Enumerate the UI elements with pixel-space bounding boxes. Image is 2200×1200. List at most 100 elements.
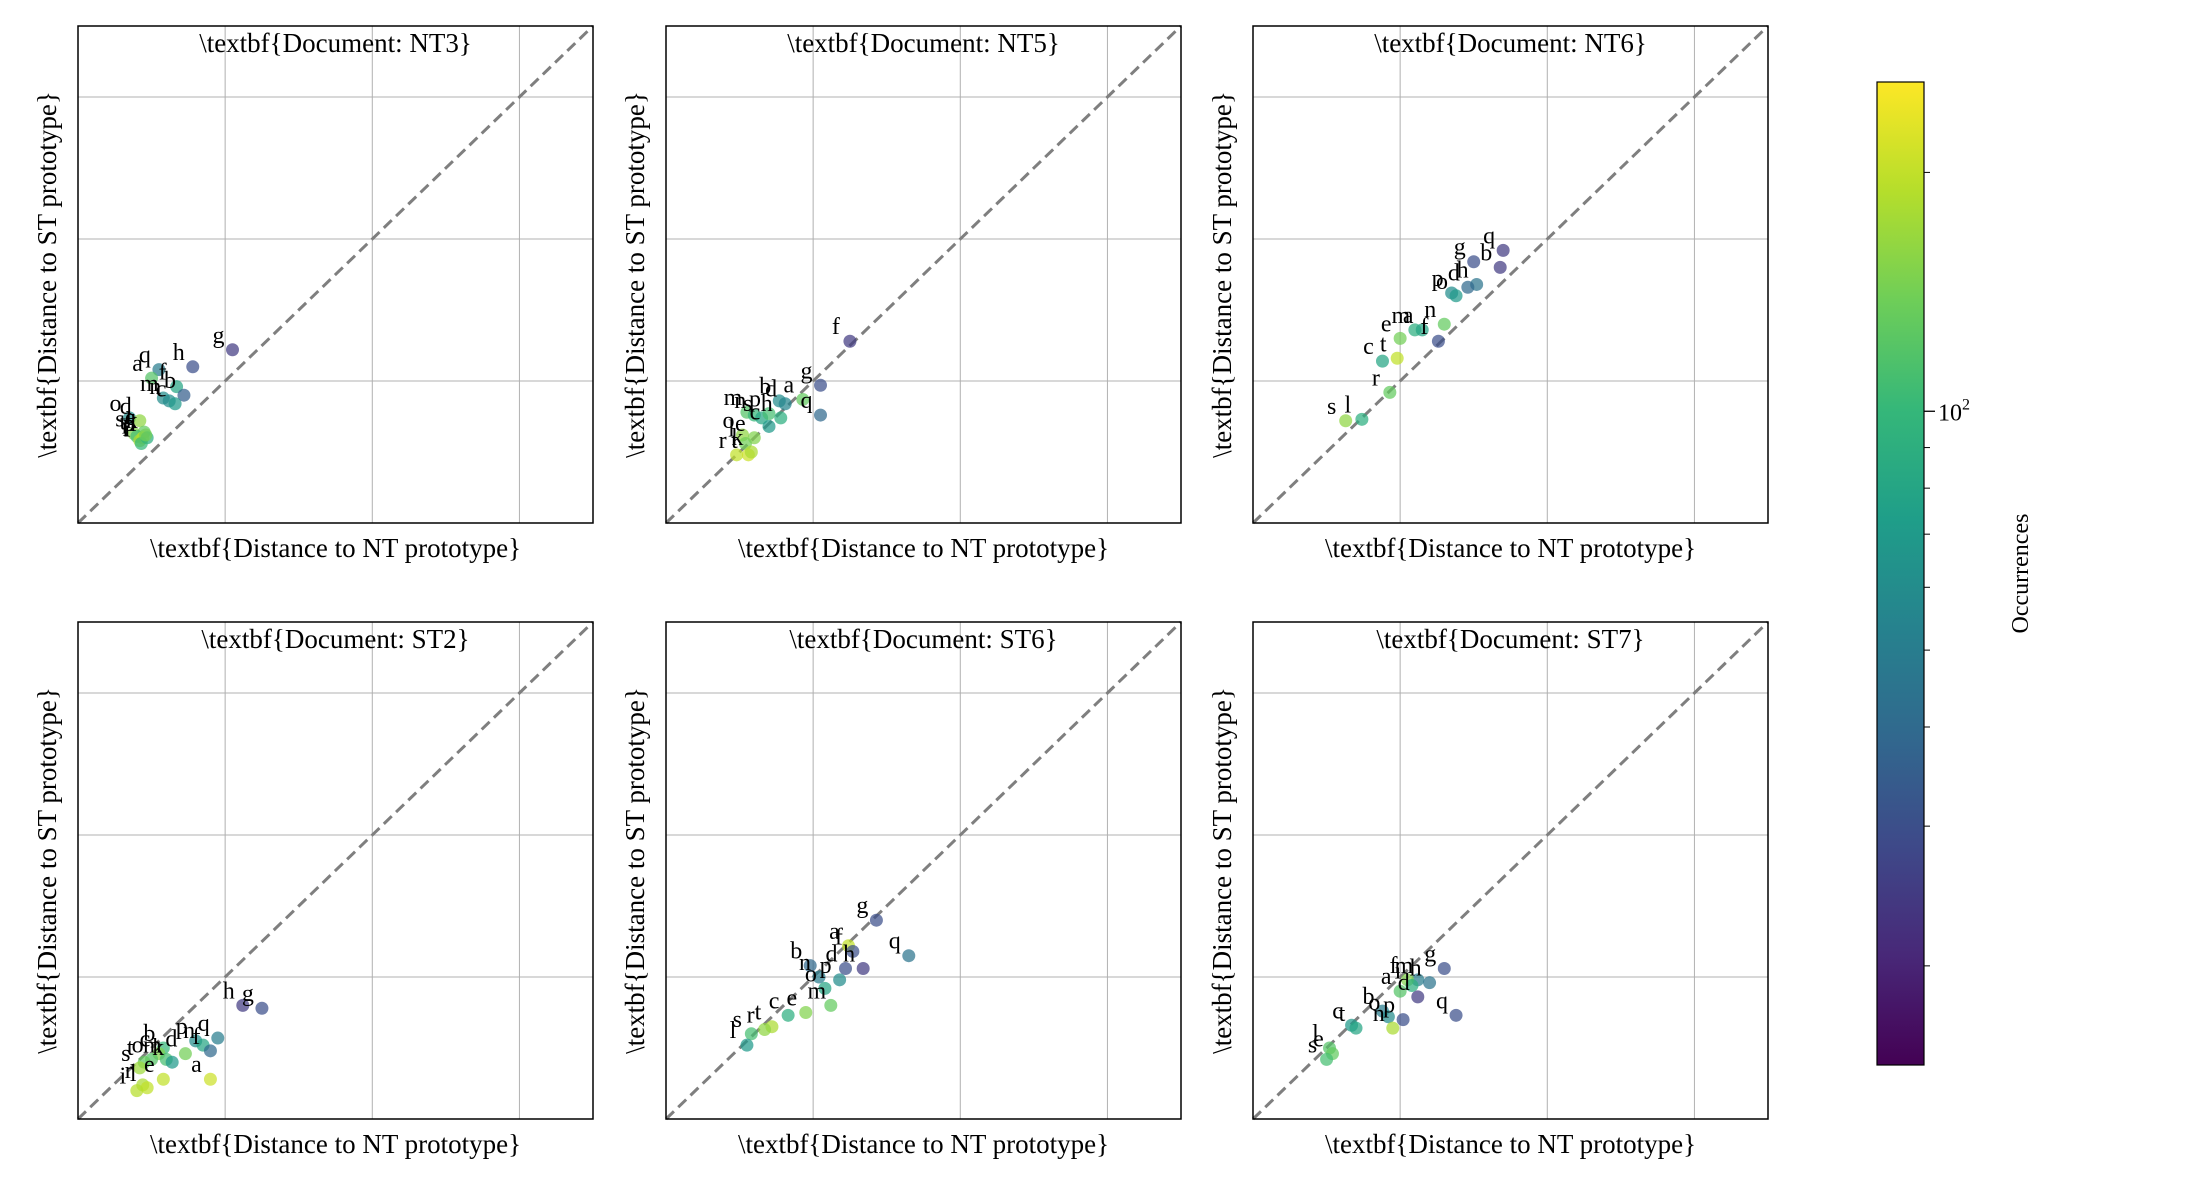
point-label: n bbox=[1424, 297, 1436, 323]
scatter-point bbox=[762, 407, 776, 421]
point-label: q bbox=[1436, 988, 1448, 1014]
scatter-point bbox=[814, 378, 827, 392]
point-label: s bbox=[1327, 394, 1336, 420]
scatter-point bbox=[145, 371, 159, 385]
point-label: p bbox=[749, 387, 761, 413]
scatter-point bbox=[1349, 1021, 1363, 1035]
scatter-point bbox=[1393, 984, 1407, 998]
scatter-point bbox=[1423, 976, 1437, 990]
panel-title: \textbf{Document: NT3} bbox=[199, 28, 472, 58]
point-label: t bbox=[1339, 1001, 1346, 1027]
point-label: e bbox=[786, 986, 797, 1012]
scatter-point bbox=[140, 1081, 154, 1095]
point-label: n bbox=[1373, 1001, 1385, 1027]
point-label: g bbox=[801, 358, 813, 384]
y-axis-label: \textbf{Distance to ST prototype} bbox=[1207, 91, 1237, 458]
scatter-point bbox=[902, 949, 916, 963]
point-label: t bbox=[755, 1000, 762, 1026]
y-axis-label: \textbf{Distance to ST prototype} bbox=[32, 687, 62, 1054]
point-label: n bbox=[799, 950, 811, 976]
scatter-point bbox=[1496, 243, 1510, 257]
panel-title: \textbf{Document: NT6} bbox=[1374, 28, 1647, 58]
point-label: r bbox=[122, 414, 130, 440]
scatter-point bbox=[1405, 979, 1419, 993]
diagonal-line bbox=[1251, 620, 1770, 1121]
point-label: g bbox=[242, 981, 254, 1007]
point-label: c bbox=[1363, 334, 1374, 360]
panel-title: \textbf{Document: ST2} bbox=[201, 624, 469, 654]
point-label: d bbox=[765, 377, 777, 403]
point-label: a bbox=[132, 351, 143, 377]
point-label: t bbox=[731, 428, 738, 454]
point-label: o bbox=[805, 961, 817, 987]
point-label: m bbox=[143, 1032, 162, 1058]
point-label: q bbox=[1483, 223, 1495, 249]
point-label: t bbox=[127, 1035, 134, 1061]
scatter-point bbox=[818, 981, 832, 995]
point-label: n bbox=[149, 374, 161, 400]
panel-title: \textbf{Document: ST7} bbox=[1376, 624, 1644, 654]
scatter-point bbox=[1411, 990, 1425, 1004]
point-label: n bbox=[183, 1018, 195, 1044]
point-label: q bbox=[198, 1011, 210, 1037]
scatter-point bbox=[1449, 1008, 1463, 1022]
point-label: p bbox=[1432, 266, 1444, 292]
scatter-point bbox=[133, 414, 147, 428]
point-label: g bbox=[1424, 941, 1436, 967]
scatter-point bbox=[803, 959, 817, 973]
scatter-point bbox=[839, 961, 853, 975]
point-label: h bbox=[761, 391, 773, 417]
scatter-point bbox=[133, 1061, 147, 1075]
point-label: e bbox=[1313, 1027, 1324, 1053]
point-label: m bbox=[140, 371, 159, 397]
scatter-point bbox=[1396, 1013, 1410, 1027]
x-axis-label: \textbf{Distance to NT prototype} bbox=[738, 1129, 1109, 1159]
scatter-point bbox=[744, 1027, 758, 1041]
scatter-point bbox=[730, 448, 744, 462]
scatter-point bbox=[236, 998, 250, 1012]
scatter-point bbox=[1339, 414, 1353, 428]
scatter-point bbox=[744, 445, 758, 459]
panel-title: \textbf{Document: ST6} bbox=[789, 624, 1057, 654]
point-label: b bbox=[1362, 984, 1374, 1010]
plot-frame bbox=[665, 25, 1182, 524]
point-label: t bbox=[1380, 331, 1387, 357]
point-label: o bbox=[723, 408, 735, 434]
point-label: m bbox=[1394, 953, 1413, 979]
scatter-point bbox=[1449, 289, 1463, 303]
point-label: h bbox=[173, 340, 185, 366]
scatter-point bbox=[1461, 280, 1475, 294]
scatter-point bbox=[139, 428, 153, 442]
point-label: g bbox=[213, 323, 225, 349]
colorbar-frame bbox=[1876, 81, 1925, 1066]
scatter-point bbox=[211, 1031, 225, 1045]
x-axis-label: \textbf{Distance to NT prototype} bbox=[738, 533, 1109, 563]
point-label: c bbox=[140, 1027, 151, 1053]
point-label: o bbox=[132, 1032, 144, 1058]
point-label: d bbox=[1448, 260, 1460, 286]
point-label: c bbox=[1332, 998, 1343, 1024]
point-label: l bbox=[130, 1061, 137, 1087]
point-label: l bbox=[730, 1018, 737, 1044]
scatter-point bbox=[814, 408, 827, 422]
colorbar: 102 Occurrences bbox=[1876, 81, 2034, 1066]
scatter-point bbox=[1355, 412, 1369, 426]
point-label: p bbox=[820, 953, 832, 979]
scatter-point bbox=[1437, 961, 1451, 975]
plot-frame bbox=[77, 25, 594, 524]
point-label: s bbox=[115, 407, 124, 433]
point-label: a bbox=[1381, 964, 1392, 990]
scatter-point bbox=[203, 1044, 217, 1058]
point-label: d bbox=[1398, 970, 1410, 996]
panel-title: \textbf{Document: NT5} bbox=[787, 28, 1060, 58]
scatter-point bbox=[824, 998, 838, 1012]
scatter-point bbox=[152, 363, 166, 377]
y-axis-label: \textbf{Distance to ST prototype} bbox=[1207, 687, 1237, 1054]
point-label: a bbox=[784, 372, 795, 398]
point-label: p bbox=[123, 411, 135, 437]
scatter-point bbox=[130, 1084, 144, 1098]
colorbar-tick-exponent: 2 bbox=[1962, 396, 1970, 413]
